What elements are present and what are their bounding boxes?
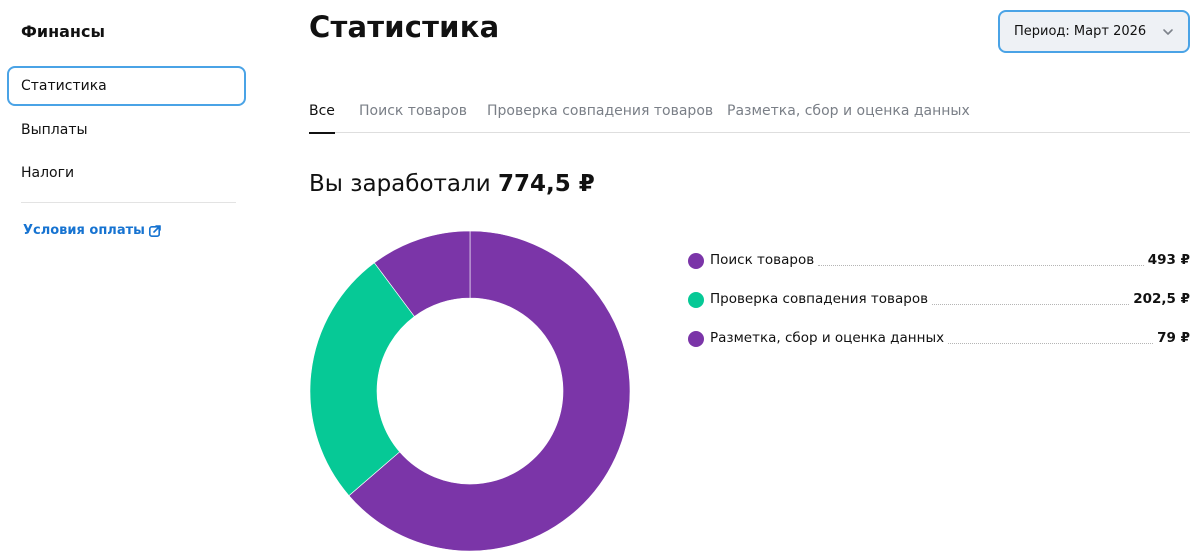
legend-leader (932, 291, 1130, 305)
tab-product-search[interactable]: Поиск товаров (359, 103, 468, 119)
legend-color-dot (688, 253, 704, 269)
chart-legend: Поиск товаров 493 ₽ Проверка совпадения то… (688, 252, 1190, 369)
payment-terms-link[interactable]: Условия оплаты (23, 223, 161, 238)
tab-data-labeling[interactable]: Разметка, сбор и оценка данных (727, 103, 970, 119)
sidebar-item-taxes[interactable]: Налоги (7, 153, 246, 193)
payment-terms-label: Условия оплаты (23, 223, 145, 238)
chevron-down-icon (1163, 29, 1173, 35)
legend-item: Разметка, сбор и оценка данных 79 ₽ (688, 330, 1190, 369)
legend-label: Проверка совпадения товаров (710, 291, 929, 307)
period-select[interactable]: Период: Март 2026 (998, 10, 1190, 53)
donut-slice-2[interactable] (373, 230, 471, 317)
sidebar-item-label: Выплаты (21, 122, 88, 138)
legend-label: Поиск товаров (710, 252, 815, 268)
filter-tabs: Все Поиск товаров Проверка совпадения то… (309, 103, 1190, 134)
sidebar-item-label: Статистика (21, 78, 107, 94)
sidebar: Финансы Статистика Выплаты Налоги Услови… (0, 0, 260, 560)
donut-slice-0[interactable] (348, 230, 631, 552)
donut-slice-1[interactable] (309, 262, 415, 497)
legend-color-dot (688, 292, 704, 308)
legend-value: 493 ₽ (1147, 252, 1190, 268)
tab-all[interactable]: Все (309, 103, 335, 134)
earnings-prefix: Вы заработали (309, 171, 491, 197)
sidebar-item-statistics[interactable]: Статистика (7, 66, 246, 106)
legend-value: 79 ₽ (1157, 330, 1190, 346)
sidebar-divider (21, 202, 236, 203)
external-link-icon (148, 224, 161, 237)
legend-label: Разметка, сбор и оценка данных (710, 330, 945, 346)
sidebar-item-payouts[interactable]: Выплаты (7, 110, 246, 150)
period-select-label: Период: Март 2026 (1014, 24, 1147, 39)
earnings-summary: Вы заработали 774,5 ₽ (309, 171, 595, 197)
legend-value: 202,5 ₽ (1133, 291, 1190, 307)
tab-product-matching[interactable]: Проверка совпадения товаров (487, 103, 714, 119)
earnings-donut-chart (309, 230, 631, 552)
page-title: Статистика (309, 10, 500, 44)
sidebar-item-label: Налоги (21, 165, 75, 181)
legend-item: Поиск товаров 493 ₽ (688, 252, 1190, 291)
legend-item: Проверка совпадения товаров 202,5 ₽ (688, 291, 1190, 330)
sidebar-title: Финансы (21, 22, 105, 41)
legend-leader (948, 330, 1154, 344)
legend-color-dot (688, 331, 704, 347)
earnings-amount: 774,5 ₽ (497, 171, 595, 197)
legend-leader (818, 252, 1144, 266)
